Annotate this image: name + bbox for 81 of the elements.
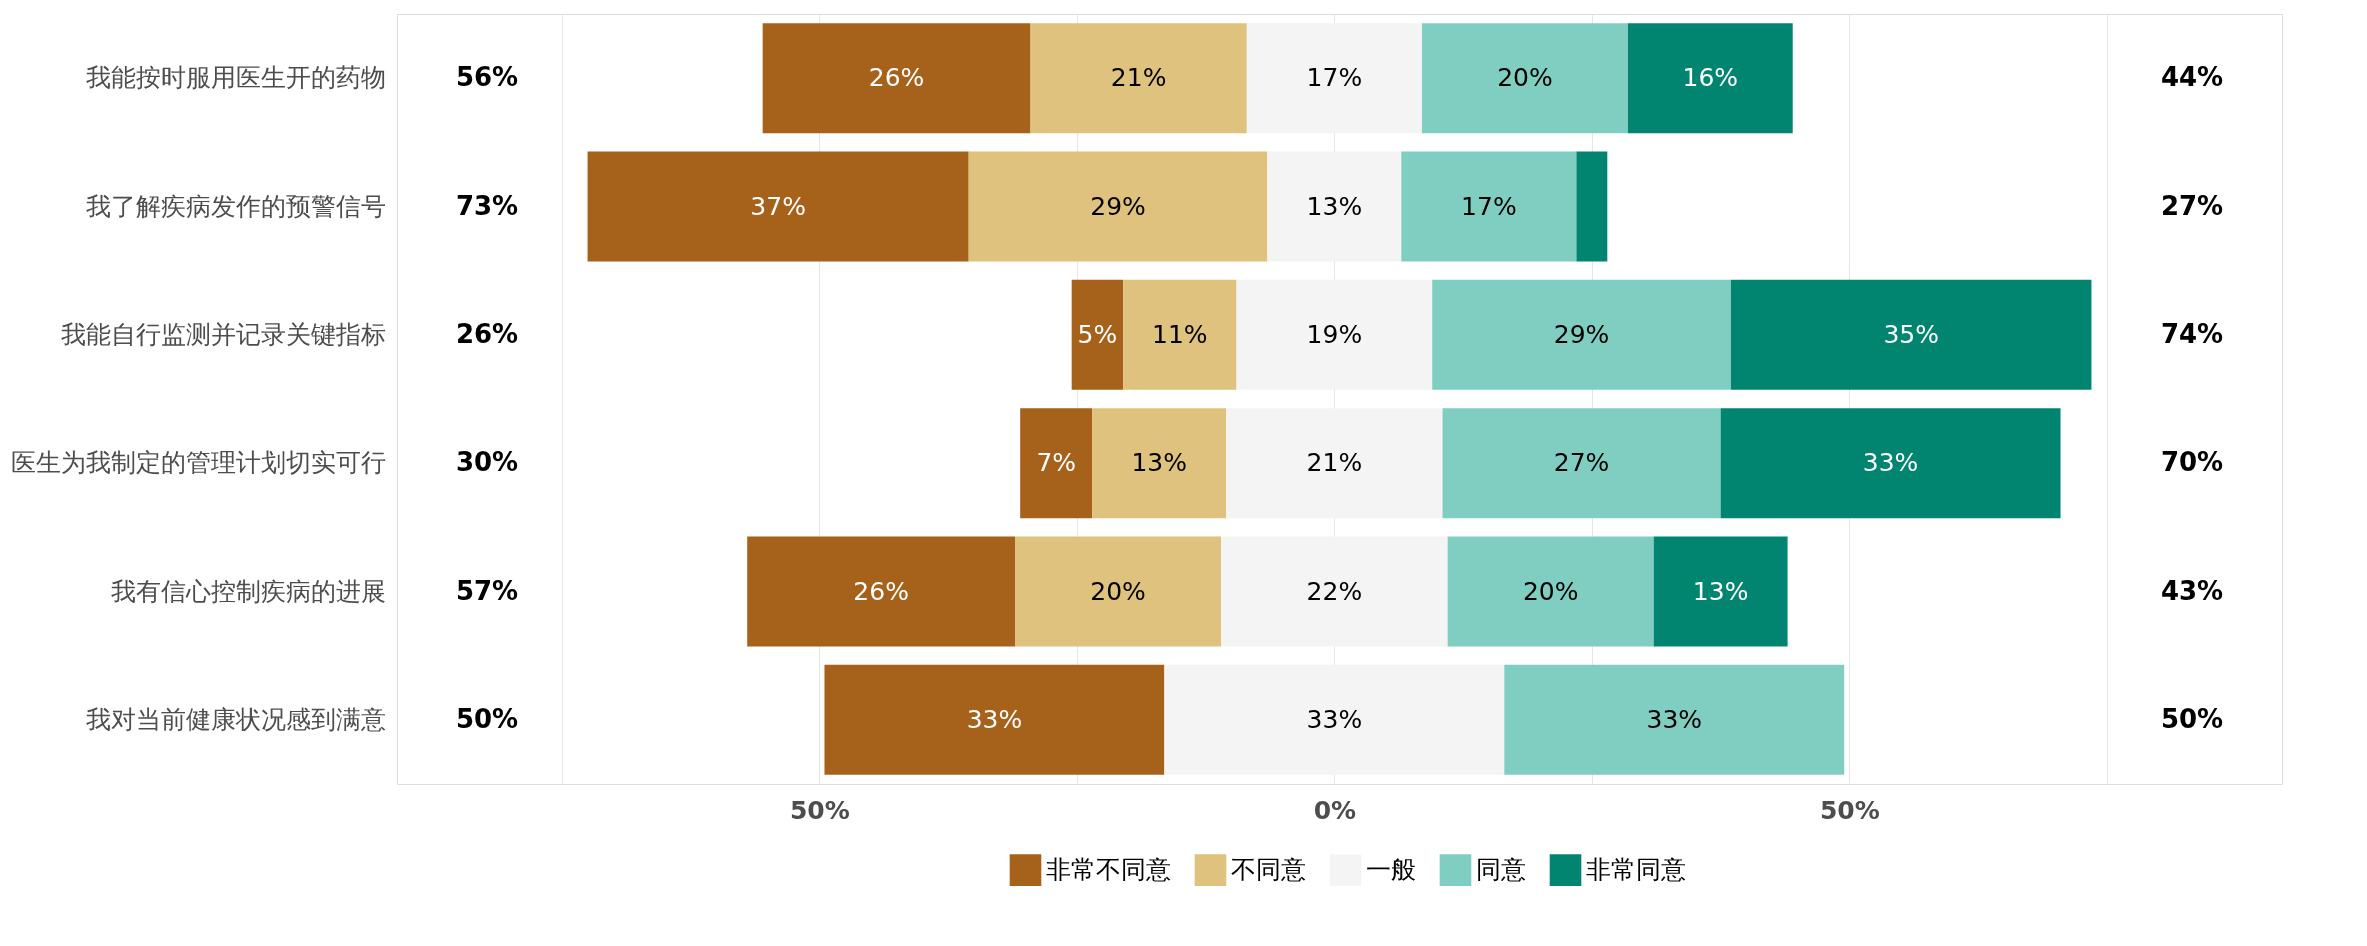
bar (1576, 151, 1608, 262)
annotation: 70% (2160, 447, 2224, 478)
bar (587, 151, 969, 262)
bar (1401, 151, 1577, 262)
bar (1071, 279, 1124, 390)
data-label: 22% (1306, 576, 1363, 606)
annotation: 56% (455, 62, 519, 93)
annotation: 43% (2160, 575, 2224, 606)
bar (1421, 23, 1628, 134)
annotation: 26% (455, 318, 519, 349)
data-label: 33% (1646, 704, 1703, 734)
data-label: 29% (1553, 319, 1610, 349)
annotation: 73% (455, 190, 519, 221)
bar (762, 23, 1031, 134)
bar (968, 151, 1268, 262)
data-label: 16% (1682, 63, 1739, 93)
data-label: 17% (1461, 191, 1517, 221)
data-label: 33% (966, 704, 1023, 734)
x-tick-label: 50% (789, 795, 850, 825)
bar (1092, 408, 1227, 519)
bar (824, 664, 1165, 775)
bar (1627, 23, 1793, 134)
data-label: 17% (1306, 63, 1363, 93)
annotation: 27% (2160, 190, 2224, 221)
x-tick-label: 0% (1313, 795, 1357, 825)
legend-label: 一般 (1365, 855, 1416, 885)
data-label: 11% (1152, 319, 1208, 349)
bar (1236, 279, 1433, 390)
y-tick-label: 我对当前健康状况感到满意 (85, 704, 386, 734)
data-label: 35% (1883, 319, 1939, 349)
bar (1020, 408, 1093, 519)
legend-label: 非常同意 (1585, 855, 1686, 885)
bar (1030, 23, 1247, 134)
data-label: 37% (750, 191, 806, 221)
data-label: 20% (1090, 576, 1146, 606)
bar (1246, 23, 1422, 134)
y-tick-label: 我了解疾病发作的预警信号 (85, 191, 386, 221)
bar (1226, 408, 1443, 519)
annotation: 50% (455, 703, 519, 734)
bar (1221, 536, 1448, 647)
data-label: 7% (1036, 448, 1077, 478)
data-label: 13% (1692, 576, 1749, 606)
bar (1447, 536, 1654, 647)
y-tick-label: 我能自行监测并记录关键指标 (60, 319, 386, 349)
bar (1504, 664, 1845, 775)
data-label: 29% (1090, 191, 1146, 221)
bar (1015, 536, 1222, 647)
bar (1442, 408, 1721, 519)
data-label: 5% (1077, 319, 1118, 349)
bar (1123, 279, 1237, 390)
annotation: 74% (2160, 318, 2224, 349)
y-tick-label: 我有信心控制疾病的进展 (110, 576, 386, 606)
bar (1730, 279, 2092, 390)
bar (1164, 664, 1505, 775)
data-label: 20% (1522, 576, 1579, 606)
y-tick-label: 我能按时服用医生开的药物 (85, 63, 386, 93)
y-tick-label: 医生为我制定的管理计划切实可行 (10, 448, 386, 478)
bar (1653, 536, 1788, 647)
legend-label: 同意 (1475, 855, 1526, 885)
annotation: 50% (2160, 703, 2224, 734)
annotation: 44% (2160, 62, 2224, 93)
data-label: 27% (1553, 448, 1610, 478)
x-tick-label: 50% (1819, 795, 1880, 825)
bar (747, 536, 1016, 647)
data-label: 26% (853, 576, 909, 606)
data-label: 20% (1497, 63, 1553, 93)
bar (1720, 408, 2061, 519)
data-label: 33% (1306, 704, 1363, 734)
legend-label: 不同意 (1230, 855, 1306, 885)
data-label: 19% (1306, 319, 1363, 349)
data-label: 13% (1131, 448, 1188, 478)
data-label: 21% (1306, 448, 1363, 478)
data-label: 26% (868, 63, 925, 93)
annotation: 30% (455, 447, 519, 478)
data-label: 21% (1110, 63, 1167, 93)
annotation: 57% (455, 575, 519, 606)
bar (1267, 151, 1402, 262)
bar (1432, 279, 1731, 390)
legend-label: 非常不同意 (1045, 855, 1171, 885)
data-label: 13% (1306, 191, 1363, 221)
data-label: 33% (1862, 448, 1919, 478)
